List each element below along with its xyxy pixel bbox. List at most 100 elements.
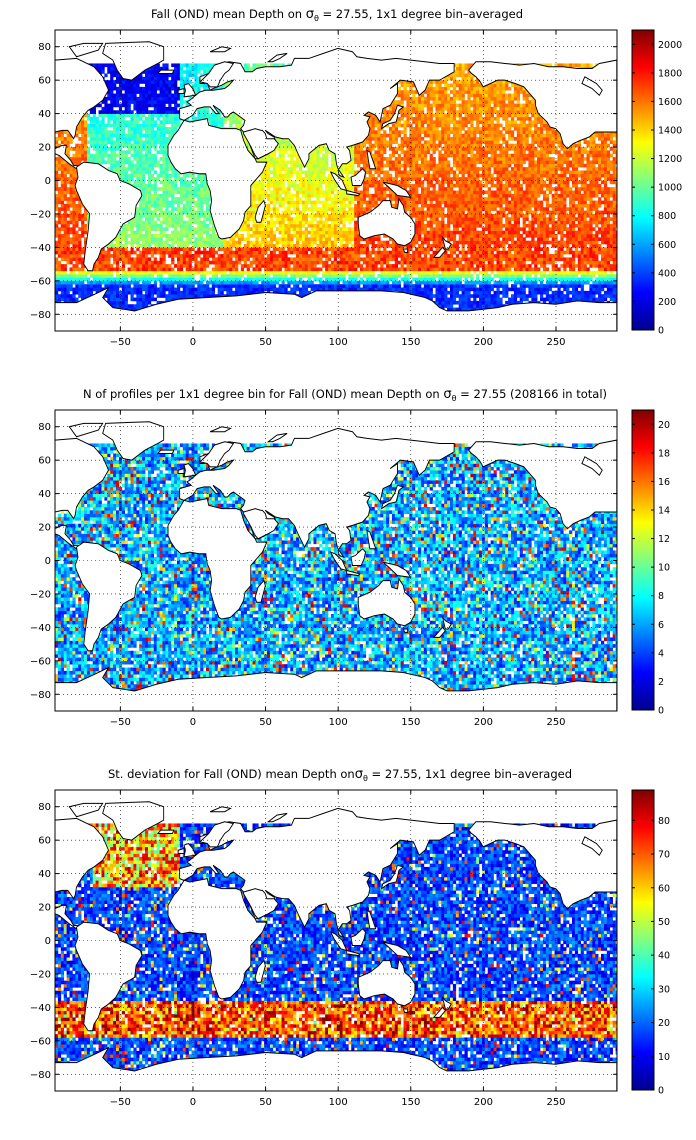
heatmap-cell (348, 227, 351, 231)
heatmap-cell (462, 234, 465, 238)
heatmap-cell (569, 227, 572, 231)
heatmap-cell (601, 254, 604, 258)
heatmap-cell (569, 221, 572, 225)
heatmap-cell (569, 251, 572, 255)
heatmap-cell (546, 231, 549, 235)
heatmap-cell (430, 294, 433, 298)
heatmap-cell (427, 291, 430, 295)
heatmap-cell (456, 291, 459, 295)
heatmap-cell (444, 281, 447, 285)
heatmap-cell (534, 267, 537, 271)
heatmap-cell (380, 271, 383, 275)
heatmap-cell (476, 288, 479, 292)
heatmap-cell (177, 288, 180, 292)
heatmap-cell (151, 264, 154, 268)
heatmap-cell (75, 254, 78, 258)
heatmap-cell (380, 267, 383, 271)
heatmap-cell (546, 291, 549, 295)
heatmap-cell (235, 241, 238, 245)
heatmap-cell (157, 224, 160, 228)
heatmap-cell (435, 291, 438, 295)
heatmap-cell (435, 267, 438, 271)
heatmap-cell (334, 221, 337, 225)
heatmap-cell (162, 244, 165, 248)
heatmap-cell (322, 227, 325, 231)
heatmap-cell (226, 261, 229, 265)
heatmap-cell (360, 244, 363, 248)
heatmap-cell (194, 237, 197, 241)
heatmap-cell (93, 281, 96, 285)
heatmap-cell (543, 284, 546, 288)
heatmap-cell (528, 227, 531, 231)
heatmap-cell (546, 257, 549, 261)
heatmap-cell (64, 281, 67, 285)
heatmap-cell (456, 227, 459, 231)
heatmap-cell (131, 224, 134, 228)
heatmap-cell (302, 264, 305, 268)
heatmap-cell (581, 234, 584, 238)
heatmap-cell (444, 277, 447, 281)
heatmap-cell (427, 267, 430, 271)
heatmap-cell (78, 254, 81, 258)
heatmap-cell (296, 267, 299, 271)
heatmap-cell (308, 257, 311, 261)
heatmap-cell (424, 227, 427, 231)
heatmap-cell (581, 288, 584, 292)
heatmap-cell (409, 271, 412, 275)
heatmap-cell (546, 288, 549, 292)
heatmap-cell (482, 264, 485, 268)
heatmap-cell (313, 254, 316, 258)
heatmap-cell (302, 234, 305, 238)
heatmap-cell (470, 264, 473, 268)
heatmap-cell (488, 217, 491, 221)
heatmap-cell (581, 294, 584, 298)
heatmap-cell (453, 234, 456, 238)
heatmap-cell (290, 281, 293, 285)
heatmap-cell (206, 291, 209, 295)
heatmap-cell (194, 251, 197, 255)
heatmap-cell (293, 221, 296, 225)
heatmap-cell (142, 284, 145, 288)
heatmap-cell (389, 274, 392, 278)
heatmap-cell (511, 284, 514, 288)
heatmap-cell (494, 217, 497, 221)
heatmap-cell (75, 267, 78, 271)
heatmap-cell (241, 264, 244, 268)
heatmap-cell (607, 217, 610, 221)
heatmap-cell (154, 251, 157, 255)
heatmap-cell (476, 277, 479, 281)
heatmap-cell (491, 221, 494, 225)
heatmap-cell (491, 271, 494, 275)
heatmap-cell (485, 224, 488, 228)
heatmap-cell (154, 241, 157, 245)
heatmap-cell (520, 251, 523, 255)
heatmap-cell (441, 277, 444, 281)
heatmap-cell (70, 288, 73, 292)
heatmap-cell (125, 301, 128, 305)
heatmap-cell (610, 284, 613, 288)
heatmap-cell (401, 271, 404, 275)
heatmap-cell (520, 271, 523, 275)
heatmap-cell (424, 267, 427, 271)
heatmap-cell (334, 257, 337, 261)
heatmap-cell (302, 288, 305, 292)
heatmap-cell (67, 291, 70, 295)
heatmap-cell (258, 257, 261, 261)
heatmap-cell (287, 251, 290, 255)
heatmap-cell (424, 277, 427, 281)
heatmap-cell (499, 301, 502, 305)
heatmap-cell (412, 291, 415, 295)
heatmap-cell (238, 274, 241, 278)
heatmap-cell (427, 241, 430, 245)
heatmap-cell (592, 251, 595, 255)
heatmap-cell (523, 288, 526, 292)
heatmap-cell (496, 267, 499, 271)
heatmap-cell (517, 241, 520, 245)
heatmap-cell (526, 298, 529, 302)
heatmap-cell (584, 244, 587, 248)
heatmap-cell (517, 267, 520, 271)
heatmap-cell (357, 281, 360, 285)
heatmap-cell (505, 301, 508, 305)
heatmap-cell (540, 274, 543, 278)
heatmap-cell (453, 274, 456, 278)
